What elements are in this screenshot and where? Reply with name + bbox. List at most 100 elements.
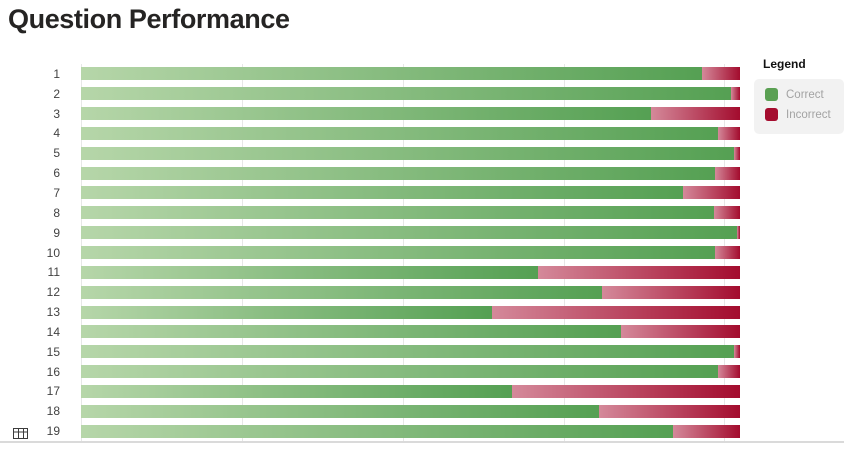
legend-item-correct[interactable]: Correct (765, 88, 844, 101)
category-label: 19 (46, 424, 60, 439)
incorrect-segment[interactable] (511, 384, 740, 398)
correct-segment[interactable] (81, 107, 652, 121)
incorrect-segment[interactable] (598, 404, 740, 418)
bar-row: 16 (0, 362, 740, 382)
category-label: 2 (53, 86, 60, 101)
bar-track (81, 166, 740, 180)
incorrect-segment[interactable] (730, 87, 740, 101)
bar-row: 3 (0, 104, 740, 124)
incorrect-segment[interactable] (714, 166, 740, 180)
correct-segment[interactable] (81, 186, 684, 200)
bar-track (81, 87, 740, 101)
legend: Correct Incorrect (754, 79, 844, 134)
bar-row: 7 (0, 183, 740, 203)
incorrect-segment[interactable] (736, 226, 740, 240)
correct-segment[interactable] (81, 365, 719, 379)
bar-track (81, 365, 740, 379)
correct-segment[interactable] (81, 345, 735, 359)
bar-row: 18 (0, 401, 740, 421)
bar-track (81, 226, 740, 240)
incorrect-segment[interactable] (734, 345, 740, 359)
category-label: 7 (53, 185, 60, 200)
category-label: 10 (46, 245, 60, 260)
legend-item-label: Correct (786, 88, 824, 101)
incorrect-segment[interactable] (602, 285, 740, 299)
bar-row: 19 (0, 421, 740, 441)
incorrect-swatch-icon (765, 108, 778, 121)
bar-row: 2 (0, 84, 740, 104)
legend-item-label: Incorrect (786, 108, 831, 121)
legend-title: Legend (763, 57, 806, 71)
bar-row: 6 (0, 163, 740, 183)
correct-segment[interactable] (81, 206, 714, 220)
bar-track (81, 404, 740, 418)
category-label: 18 (46, 404, 60, 419)
category-label: 8 (53, 205, 60, 220)
bar-row: 14 (0, 322, 740, 342)
bar-track (81, 285, 740, 299)
correct-segment[interactable] (81, 87, 731, 101)
bar-track (81, 206, 740, 220)
bar-row: 5 (0, 143, 740, 163)
incorrect-segment[interactable] (718, 365, 740, 379)
bar-track (81, 424, 740, 438)
correct-segment[interactable] (81, 146, 735, 160)
table-grid-icon[interactable] (13, 428, 28, 439)
incorrect-segment[interactable] (620, 325, 740, 339)
bar-row: 4 (0, 124, 740, 144)
bars-container: 1 2 3 4 5 6 7 8 9 10 11 12 13 14 15 16 17 18 19 (0, 64, 740, 441)
correct-segment[interactable] (81, 305, 493, 319)
bar-track (81, 345, 740, 359)
correct-segment[interactable] (81, 285, 603, 299)
correct-segment[interactable] (81, 404, 599, 418)
correct-segment[interactable] (81, 126, 719, 140)
bar-track (81, 325, 740, 339)
bar-track (81, 265, 740, 279)
incorrect-segment[interactable] (537, 265, 740, 279)
category-label: 16 (46, 364, 60, 379)
incorrect-segment[interactable] (492, 305, 740, 319)
bar-row: 15 (0, 342, 740, 362)
bar-row: 10 (0, 243, 740, 263)
bar-track (81, 126, 740, 140)
category-label: 15 (46, 344, 60, 359)
correct-segment[interactable] (81, 67, 702, 81)
correct-segment[interactable] (81, 246, 715, 260)
chart-title: Question Performance (8, 4, 290, 34)
category-label: 1 (53, 66, 60, 81)
bar-track (81, 384, 740, 398)
bar-track (81, 186, 740, 200)
bar-row: 11 (0, 262, 740, 282)
correct-segment[interactable] (81, 226, 737, 240)
category-label: 4 (53, 126, 60, 141)
correct-segment[interactable] (81, 325, 621, 339)
correct-swatch-icon (765, 88, 778, 101)
chart-plot-area: 1 2 3 4 5 6 7 8 9 10 11 12 13 14 15 16 17 18 19 (0, 64, 740, 441)
bar-track (81, 107, 740, 121)
incorrect-segment[interactable] (683, 186, 740, 200)
bar-track (81, 146, 740, 160)
category-label: 12 (46, 285, 60, 300)
category-label: 9 (53, 225, 60, 240)
legend-item-incorrect[interactable]: Incorrect (765, 108, 844, 121)
category-label: 13 (46, 305, 60, 320)
bar-row: 9 (0, 223, 740, 243)
correct-segment[interactable] (81, 166, 715, 180)
incorrect-segment[interactable] (672, 424, 740, 438)
bar-row: 12 (0, 282, 740, 302)
incorrect-segment[interactable] (734, 146, 740, 160)
correct-segment[interactable] (81, 265, 538, 279)
category-label: 3 (53, 106, 60, 121)
correct-segment[interactable] (81, 384, 512, 398)
incorrect-segment[interactable] (718, 126, 740, 140)
bar-row: 8 (0, 203, 740, 223)
bar-row: 1 (0, 64, 740, 84)
category-label: 11 (47, 265, 60, 280)
incorrect-segment[interactable] (713, 206, 740, 220)
correct-segment[interactable] (81, 424, 673, 438)
incorrect-segment[interactable] (651, 107, 740, 121)
bar-track (81, 246, 740, 260)
incorrect-segment[interactable] (701, 67, 740, 81)
incorrect-segment[interactable] (714, 246, 740, 260)
bar-track (81, 67, 740, 81)
